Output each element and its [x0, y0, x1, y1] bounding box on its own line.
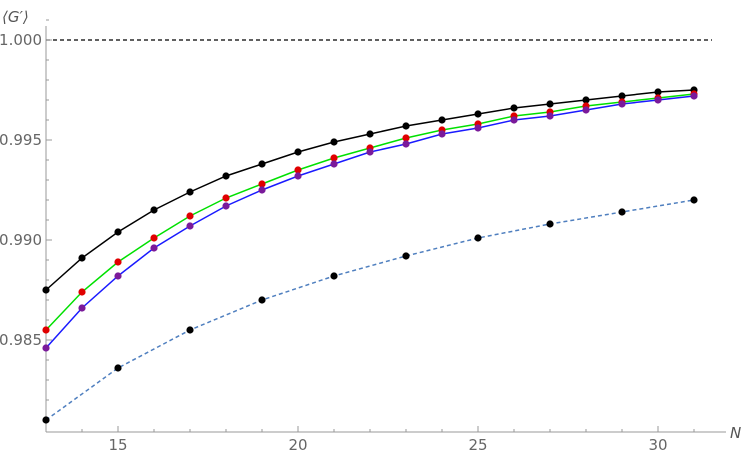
data-point [546, 100, 554, 108]
data-point [42, 286, 50, 294]
data-point [186, 188, 194, 196]
data-point [546, 112, 554, 120]
series-group [42, 86, 698, 424]
series-2 [42, 90, 698, 334]
data-point [114, 228, 122, 236]
x-tick-label: 25 [468, 436, 487, 454]
data-point [366, 130, 374, 138]
data-point [186, 222, 194, 230]
data-point [294, 166, 302, 174]
data-point [294, 148, 302, 156]
data-point [618, 92, 626, 100]
data-point [222, 202, 230, 210]
series-line [45, 93, 695, 331]
data-point [258, 160, 266, 168]
data-point [618, 208, 626, 216]
data-point [690, 196, 698, 204]
data-point [258, 180, 266, 188]
data-point [654, 88, 662, 96]
y-axis-title: ⟨G′⟩ [2, 8, 29, 26]
data-point [330, 138, 338, 146]
y-tick-label: 0.990 [0, 231, 42, 249]
data-point [438, 130, 446, 138]
data-point [474, 234, 482, 242]
data-point [474, 124, 482, 132]
data-point [150, 234, 158, 242]
series-1 [42, 86, 698, 294]
ticks-group: 15 20 25 30 0.985 0.990 0.995 1.000 [0, 19, 695, 454]
data-point [654, 96, 662, 104]
data-point [330, 160, 338, 168]
data-point [42, 326, 50, 334]
data-point [258, 296, 266, 304]
series-line [45, 199, 695, 421]
data-point [330, 272, 338, 280]
data-point [150, 206, 158, 214]
data-point [42, 344, 50, 352]
data-point [114, 272, 122, 280]
data-point [42, 416, 50, 424]
data-point [510, 104, 518, 112]
series-3 [42, 92, 698, 352]
data-point [402, 134, 410, 142]
data-point [618, 100, 626, 108]
data-point [402, 140, 410, 148]
data-point [186, 212, 194, 220]
data-point [78, 254, 86, 262]
data-point [150, 244, 158, 252]
data-point [402, 252, 410, 260]
data-point [474, 110, 482, 118]
data-point [114, 364, 122, 372]
data-point [78, 304, 86, 312]
data-point [258, 186, 266, 194]
data-point [222, 194, 230, 202]
data-point [582, 106, 590, 114]
x-tick-label: 15 [108, 436, 127, 454]
y-tick-label: 1.000 [0, 31, 42, 49]
data-point [366, 148, 374, 156]
data-point [546, 220, 554, 228]
data-point [510, 116, 518, 124]
y-tick-label: 0.995 [0, 131, 42, 149]
data-point [690, 92, 698, 100]
data-point [222, 172, 230, 180]
data-point [402, 122, 410, 130]
data-point [582, 96, 590, 104]
data-point [294, 172, 302, 180]
x-tick-label: 20 [288, 436, 307, 454]
data-point [114, 258, 122, 266]
axes-group [45, 26, 726, 433]
data-point [186, 326, 194, 334]
series-4 [42, 196, 698, 424]
y-tick-label: 0.985 [0, 331, 42, 349]
data-point [330, 154, 338, 162]
data-point [438, 116, 446, 124]
series-line [45, 89, 695, 291]
x-axis-title: N [730, 424, 741, 442]
x-tick-label: 30 [648, 436, 667, 454]
data-point [78, 288, 86, 296]
